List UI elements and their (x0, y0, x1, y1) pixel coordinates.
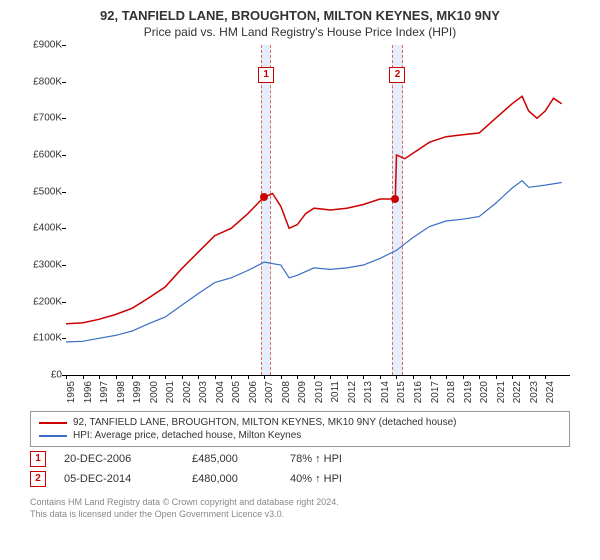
x-axis-label: 1999 (132, 381, 143, 403)
x-axis-label: 2017 (430, 381, 441, 403)
sale-row: 1 20-DEC-2006 £485,000 78% ↑ HPI (30, 451, 570, 467)
sale-price: £480,000 (192, 473, 272, 485)
sale-point (391, 195, 399, 203)
sale-price: £485,000 (192, 453, 272, 465)
sale-date: 05-DEC-2014 (64, 473, 174, 485)
x-axis-label: 2004 (215, 381, 226, 403)
title-line2: Price paid vs. HM Land Registry's House … (0, 23, 600, 45)
x-axis-label: 2015 (396, 381, 407, 403)
y-axis-label: £700K (20, 113, 62, 124)
sale-row: 2 05-DEC-2014 £480,000 40% ↑ HPI (30, 471, 570, 487)
x-axis-label: 2019 (463, 381, 474, 403)
plot-area: 12 (66, 45, 570, 376)
page: 92, TANFIELD LANE, BROUGHTON, MILTON KEY… (0, 0, 600, 560)
legend-label: 92, TANFIELD LANE, BROUGHTON, MILTON KEY… (73, 417, 456, 428)
x-axis-label: 2014 (380, 381, 391, 403)
sale-marker: 1 (30, 451, 46, 467)
y-axis-label: £500K (20, 186, 62, 197)
footer: Contains HM Land Registry data © Crown c… (30, 497, 570, 520)
y-axis-label: £600K (20, 150, 62, 161)
x-axis-label: 1995 (66, 381, 77, 403)
legend-label: HPI: Average price, detached house, Milt… (73, 430, 301, 441)
x-axis-label: 2011 (330, 381, 341, 403)
y-axis-label: £100K (20, 333, 62, 344)
x-axis-label: 1998 (116, 381, 127, 403)
x-axis-label: 2001 (165, 381, 176, 403)
x-axis-label: 2024 (545, 381, 556, 403)
title-line1: 92, TANFIELD LANE, BROUGHTON, MILTON KEY… (0, 0, 600, 23)
x-axis-label: 2002 (182, 381, 193, 403)
chart-lines (66, 45, 570, 375)
sale-date: 20-DEC-2006 (64, 453, 174, 465)
x-axis-label: 2008 (281, 381, 292, 403)
legend-row: 92, TANFIELD LANE, BROUGHTON, MILTON KEY… (39, 416, 561, 429)
x-axis-label: 2012 (347, 381, 358, 403)
sales-list: 1 20-DEC-2006 £485,000 78% ↑ HPI 2 05-DEC-201… (0, 451, 600, 487)
x-axis-label: 2022 (512, 381, 523, 403)
x-axis-label: 2010 (314, 381, 325, 403)
sale-marker: 2 (30, 471, 46, 487)
footer-line1: Contains HM Land Registry data © Crown c… (30, 497, 570, 509)
x-axis-label: 2021 (496, 381, 507, 403)
legend-row: HPI: Average price, detached house, Milt… (39, 429, 561, 442)
x-axis-label: 1996 (83, 381, 94, 403)
x-axis-label: 1997 (99, 381, 110, 403)
sale-hpi: 40% ↑ HPI (290, 473, 390, 485)
x-axis-label: 2000 (149, 381, 160, 403)
y-axis-label: £300K (20, 260, 62, 271)
x-axis-label: 2013 (363, 381, 374, 403)
legend-swatch (39, 422, 67, 424)
x-axis-label: 2003 (198, 381, 209, 403)
legend: 92, TANFIELD LANE, BROUGHTON, MILTON KEY… (30, 411, 570, 447)
x-axis-label: 2007 (264, 381, 275, 403)
x-axis-label: 2023 (529, 381, 540, 403)
sale-hpi: 78% ↑ HPI (290, 453, 390, 465)
y-axis-label: £200K (20, 296, 62, 307)
x-axis-label: 2005 (231, 381, 242, 403)
chart: 12 £0£100K£200K£300K£400K£500K£600K£700K… (20, 45, 580, 405)
footer-line2: This data is licensed under the Open Gov… (30, 509, 570, 521)
x-axis-label: 2020 (479, 381, 490, 403)
sale-band-marker: 2 (389, 67, 405, 83)
y-axis-label: £400K (20, 223, 62, 234)
x-axis-label: 2016 (413, 381, 424, 403)
legend-swatch (39, 435, 67, 437)
sale-band-marker: 1 (258, 67, 274, 83)
x-axis-label: 2009 (297, 381, 308, 403)
series-line (66, 181, 562, 342)
y-axis-label: £800K (20, 76, 62, 87)
x-axis-label: 2006 (248, 381, 259, 403)
x-axis-label: 2018 (446, 381, 457, 403)
y-axis-label: £900K (20, 40, 62, 51)
y-axis-label: £0 (20, 370, 62, 381)
sale-point (260, 193, 268, 201)
